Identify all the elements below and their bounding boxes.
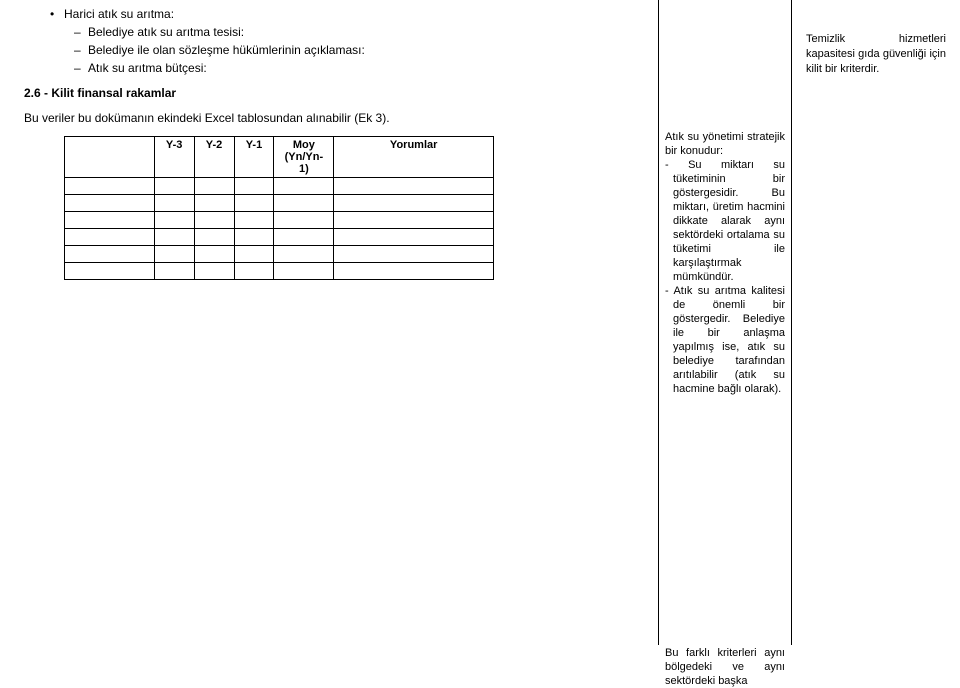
table-cell — [274, 178, 334, 195]
col-y1: Y-1 — [234, 137, 274, 178]
table-cell — [154, 263, 194, 280]
table-cell — [154, 195, 194, 212]
table-cell — [234, 195, 274, 212]
table-cell — [234, 263, 274, 280]
mid-item-2: - Atık su arıtma kalitesi de önemli bir … — [665, 284, 785, 396]
table-row — [65, 246, 494, 263]
table-cell — [194, 263, 234, 280]
table-row — [65, 178, 494, 195]
table-cell — [65, 178, 155, 195]
table-cell — [65, 195, 155, 212]
table-cell — [274, 263, 334, 280]
bullet-icon: • — [50, 6, 64, 22]
table-cell — [274, 212, 334, 229]
table-cell — [234, 212, 274, 229]
table-cell — [154, 229, 194, 246]
bullet-list: • Harici atık su arıtma: — [24, 6, 654, 22]
table-cell — [334, 212, 494, 229]
col-y3: Y-3 — [154, 137, 194, 178]
table-cell — [194, 195, 234, 212]
table-cell — [154, 212, 194, 229]
body-text: Bu veriler bu dokümanın ekindeki Excel t… — [24, 110, 654, 126]
table-cell — [65, 263, 155, 280]
table-cell — [65, 212, 155, 229]
table-cell — [274, 229, 334, 246]
section-heading: 2.6 - Kilit finansal rakamlar — [24, 86, 654, 100]
table-cell — [274, 195, 334, 212]
mid-footer: Bu farklı kriterleri aynı bölgedeki ve a… — [665, 646, 785, 688]
table-cell — [65, 229, 155, 246]
table-cell — [334, 195, 494, 212]
dash-icon: – — [74, 42, 88, 58]
mid-item-1: - Su miktarı su tüketiminin bir gösterge… — [665, 158, 785, 284]
data-table: Y-3 Y-2 Y-1 Moy (Yn/Yn- 1) Yorumlar — [64, 136, 494, 280]
bullet-text: Harici atık su arıtma: — [64, 6, 174, 22]
moy-line3: 1) — [278, 163, 329, 175]
table-cell — [154, 178, 194, 195]
table-row — [65, 229, 494, 246]
dash-text: Atık su arıtma bütçesi: — [88, 60, 207, 76]
table-wrapper: Y-3 Y-2 Y-1 Moy (Yn/Yn- 1) Yorumlar — [24, 136, 654, 280]
table-cell — [334, 229, 494, 246]
table-cell — [194, 178, 234, 195]
table-row — [65, 195, 494, 212]
table-cell — [334, 178, 494, 195]
table-cell — [334, 263, 494, 280]
dash-text: Belediye ile olan sözleşme hükümlerinin … — [88, 42, 365, 58]
dash-item: – Belediye ile olan sözleşme hükümlerini… — [74, 42, 654, 58]
middle-column: Atık su yönetimi stratejik bir konudur: … — [658, 0, 792, 645]
mid-intro: Atık su yönetimi stratejik bir konudur: — [665, 130, 785, 158]
col-moy: Moy (Yn/Yn- 1) — [274, 137, 334, 178]
table-header-row: Y-3 Y-2 Y-1 Moy (Yn/Yn- 1) Yorumlar — [65, 137, 494, 178]
right-column: Temizlik hizmetleri kapasitesi gıda güve… — [800, 0, 952, 645]
table-cell — [234, 229, 274, 246]
table-cell — [234, 178, 274, 195]
col-yorum: Yorumlar — [334, 137, 494, 178]
bullet-item: • Harici atık su arıtma: — [50, 6, 654, 22]
table-cell — [65, 246, 155, 263]
table-cell — [194, 212, 234, 229]
table-cell — [334, 246, 494, 263]
table-cell — [194, 246, 234, 263]
col-lead — [65, 137, 155, 178]
table-cell — [234, 246, 274, 263]
left-column: • Harici atık su arıtma: – Belediye atık… — [24, 6, 654, 280]
table-row — [65, 212, 494, 229]
dash-item: – Belediye atık su arıtma tesisi: — [74, 24, 654, 40]
moy-line2: (Yn/Yn- — [278, 151, 329, 163]
right-text: Temizlik hizmetleri kapasitesi gıda güve… — [806, 32, 946, 77]
dash-list: – Belediye atık su arıtma tesisi: – Bele… — [24, 24, 654, 76]
table-cell — [194, 229, 234, 246]
dash-icon: – — [74, 60, 88, 76]
dash-text: Belediye atık su arıtma tesisi: — [88, 24, 244, 40]
table-cell — [154, 246, 194, 263]
mid-text-block: Atık su yönetimi stratejik bir konudur: … — [665, 130, 785, 688]
table-cell — [274, 246, 334, 263]
table-row — [65, 263, 494, 280]
dash-item: – Atık su arıtma bütçesi: — [74, 60, 654, 76]
dash-icon: – — [74, 24, 88, 40]
col-y2: Y-2 — [194, 137, 234, 178]
moy-line1: Moy — [278, 139, 329, 151]
